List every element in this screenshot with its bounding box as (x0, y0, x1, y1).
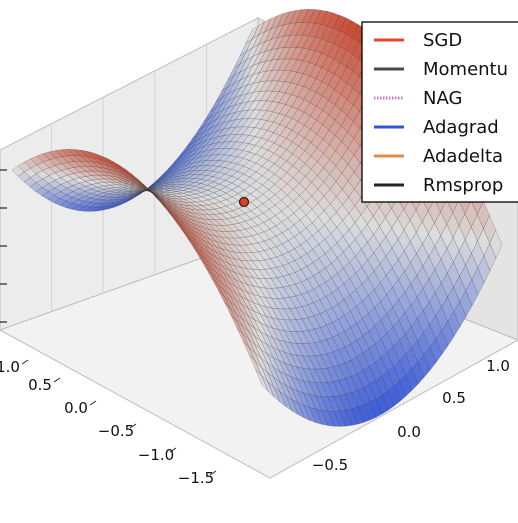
legend-label-nag: NAG (423, 88, 462, 109)
y-tick-label: 0.5 (442, 389, 466, 407)
x-tick-label: −0.5 (98, 422, 134, 440)
x-tick-label: −1.0 (138, 446, 174, 464)
x-tick-label: 0.0 (64, 399, 88, 417)
legend-label-momentu: Momentu (423, 59, 508, 80)
x-tick-mark (90, 401, 96, 405)
legend: SGD Momentu NAG Adagrad Adadelta Rmsprop (362, 22, 518, 202)
x-tick-label: −1.5 (178, 469, 214, 487)
y-tick-label: 1.0 (486, 357, 510, 375)
optimizer-start-marker (240, 198, 249, 207)
legend-label-adagrad: Adagrad (423, 117, 499, 138)
legend-label-sgd: SGD (423, 30, 462, 51)
y-tick-label: −0.5 (312, 456, 348, 474)
x-tick-mark (22, 360, 28, 364)
legend-label-adadelta: Adadelta (423, 146, 503, 167)
x-tick-label: 0.5 (28, 376, 52, 394)
x-tick-mark (54, 378, 60, 382)
optimizer-marker-layer (240, 198, 249, 207)
legend-label-rmsprop: Rmsprop (423, 175, 503, 196)
x-tick-label: 1.0 (0, 358, 20, 376)
y-tick-label: 0.0 (397, 423, 421, 441)
